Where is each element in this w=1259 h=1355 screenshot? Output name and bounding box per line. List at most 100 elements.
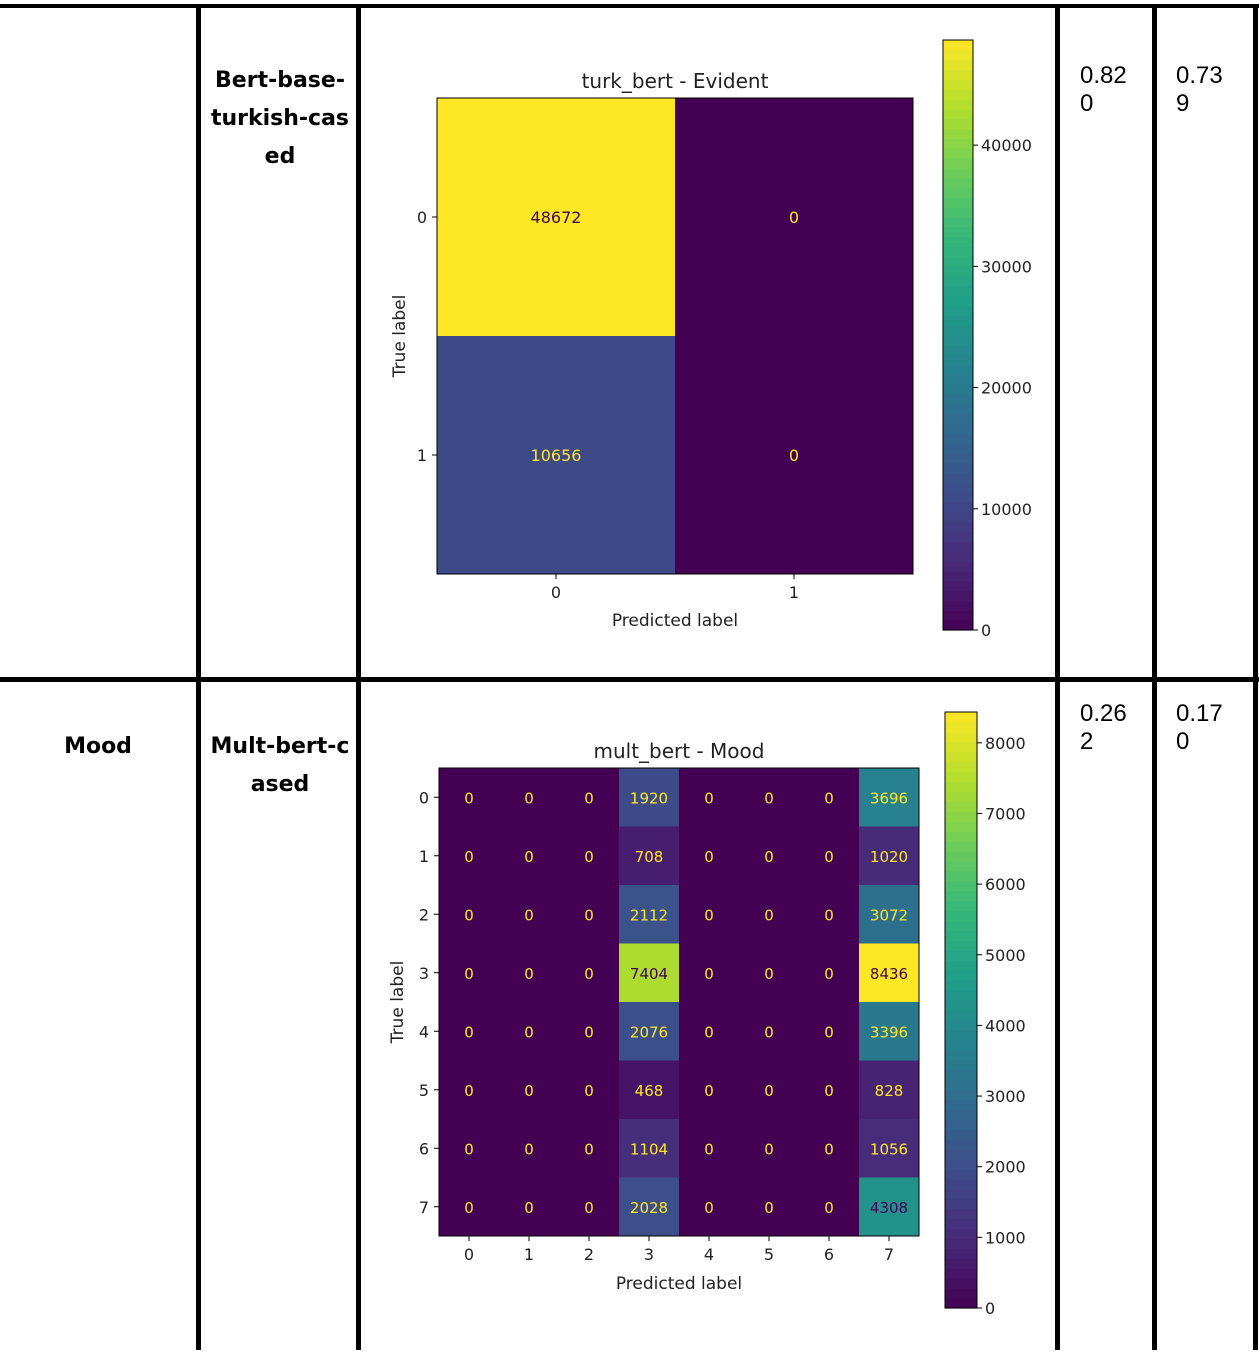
colorbar-segment <box>943 325 973 336</box>
cell-value-label: 0 <box>824 848 834 866</box>
colorbar-segment <box>943 443 973 454</box>
y-tick-label: 6 <box>419 1139 429 1158</box>
colorbar-segment <box>943 79 973 90</box>
cell-value-label: 0 <box>764 906 774 924</box>
cell-value-label: 0 <box>584 1082 594 1100</box>
colorbar-segment <box>943 384 973 395</box>
colorbar-tick-label: 0 <box>985 1299 995 1318</box>
colorbar-segment <box>945 1089 977 1100</box>
cell-value-label: 0 <box>789 446 799 465</box>
colorbar-segment <box>945 1188 977 1200</box>
heatmap-cell <box>679 1002 740 1061</box>
metric-2-cell: 0.170 <box>1176 700 1223 755</box>
colorbar-segment <box>945 1288 977 1299</box>
y-tick-label: 0 <box>417 208 427 227</box>
colorbar-segment <box>943 492 973 503</box>
table-column-divider-1 <box>196 4 201 1350</box>
colorbar-segment <box>945 1129 977 1140</box>
x-tick-label: 4 <box>704 1245 714 1264</box>
heatmap-cell <box>499 1002 560 1061</box>
heatmap-cell <box>437 98 676 337</box>
heatmap-cell <box>679 1060 740 1120</box>
cell-value-label: 0 <box>764 1199 774 1217</box>
colorbar-segment <box>945 980 977 991</box>
colorbar-segment <box>943 108 973 120</box>
colorbar-segment <box>945 950 977 961</box>
cell-value-label: 0 <box>464 789 474 807</box>
table-column-divider-3 <box>1055 4 1060 1350</box>
colorbar-segment <box>945 821 977 832</box>
metric-1-cell: 0.262 <box>1080 700 1127 755</box>
x-tick-label: 3 <box>644 1245 654 1264</box>
colorbar-segment <box>945 771 977 783</box>
x-tick-label: 6 <box>824 1245 834 1264</box>
model-name-cell: Bert-base-turkish-cased <box>210 68 350 169</box>
heatmap-cell <box>619 826 680 886</box>
colorbar-tick-label: 3000 <box>985 1087 1026 1106</box>
cell-value-label: 0 <box>524 1199 534 1217</box>
heatmap-cell <box>799 1177 860 1237</box>
heatmap-cell <box>619 1060 680 1120</box>
cell-value-label: 1056 <box>870 1140 908 1158</box>
colorbar-segment <box>943 561 973 572</box>
cell-value-label: 0 <box>764 848 774 866</box>
heatmap-cell <box>799 1002 860 1061</box>
colorbar-tick-label: 10000 <box>981 500 1032 519</box>
colorbar-segment <box>945 1039 977 1051</box>
colorbar-segment <box>943 423 973 434</box>
confusion-matrix-chart: turk_bert - Evident 48672 0 10656 0 0 1 0 1 Predi… <box>365 10 1053 675</box>
heatmap-cell <box>559 1060 620 1120</box>
x-axis-label: Predicted label <box>612 611 738 631</box>
heatmap-cell <box>859 768 920 827</box>
plot-frame <box>438 767 920 1237</box>
colorbar-segment <box>945 1109 977 1120</box>
colorbar-segment <box>943 69 973 80</box>
colorbar-segment <box>945 861 977 872</box>
table-column-divider-2 <box>356 4 361 1350</box>
colorbar-segment <box>943 403 973 415</box>
table-border-top <box>0 4 1259 8</box>
colorbar-segment <box>943 521 973 533</box>
colorbar-segment <box>943 305 973 316</box>
colorbar-segment <box>943 59 973 71</box>
colorbar-segment <box>943 187 973 198</box>
colorbar-segment <box>943 197 973 208</box>
heatmap-cell <box>439 826 500 886</box>
cell-value-label: 8436 <box>870 965 908 983</box>
heatmap-cell <box>799 1119 860 1178</box>
cell-value-label: 0 <box>824 1199 834 1217</box>
plot-frame <box>436 97 914 575</box>
colorbar-segment <box>945 1079 977 1091</box>
y-tick-label: 0 <box>419 788 429 807</box>
cell-value-label: 0 <box>524 965 534 983</box>
heatmap-cell <box>739 1060 800 1120</box>
colorbar-segment <box>943 590 973 602</box>
colorbar-segment <box>945 1268 977 1279</box>
cell-value-label: 3696 <box>870 789 908 807</box>
colorbar-tick-label: 2000 <box>985 1158 1026 1177</box>
colorbar-segment <box>945 841 977 852</box>
chart-title: turk_bert - Evident <box>582 69 769 93</box>
cell-value-label: 0 <box>584 1199 594 1217</box>
cell-value-label: 3072 <box>870 906 908 924</box>
heatmap-cell <box>739 768 800 827</box>
colorbar-segment <box>943 364 973 375</box>
colorbar-frame <box>944 711 978 1309</box>
colorbar-segment <box>945 970 977 981</box>
colorbar-segment <box>945 1228 977 1240</box>
heatmap-cell <box>739 1119 800 1178</box>
colorbar-segment <box>945 1159 977 1170</box>
task-cell: Mood <box>64 734 132 759</box>
confusion-matrix-svg: turk_bert - Evident 48672 0 10656 0 0 1 0 1 Predi… <box>390 39 1032 640</box>
heatmap-cell <box>439 1177 500 1237</box>
heatmap-cell <box>619 943 680 1003</box>
colorbar-segment <box>945 990 977 1001</box>
heatmap-cell <box>439 768 500 827</box>
cell-value-label: 0 <box>464 965 474 983</box>
heatmap-cell <box>439 1002 500 1061</box>
x-tick-label: 1 <box>789 583 799 602</box>
colorbar-segment <box>945 1198 977 1210</box>
y-tick-label: 2 <box>419 905 429 924</box>
colorbar-segment <box>945 1208 977 1220</box>
heatmap-cell <box>739 1002 800 1061</box>
